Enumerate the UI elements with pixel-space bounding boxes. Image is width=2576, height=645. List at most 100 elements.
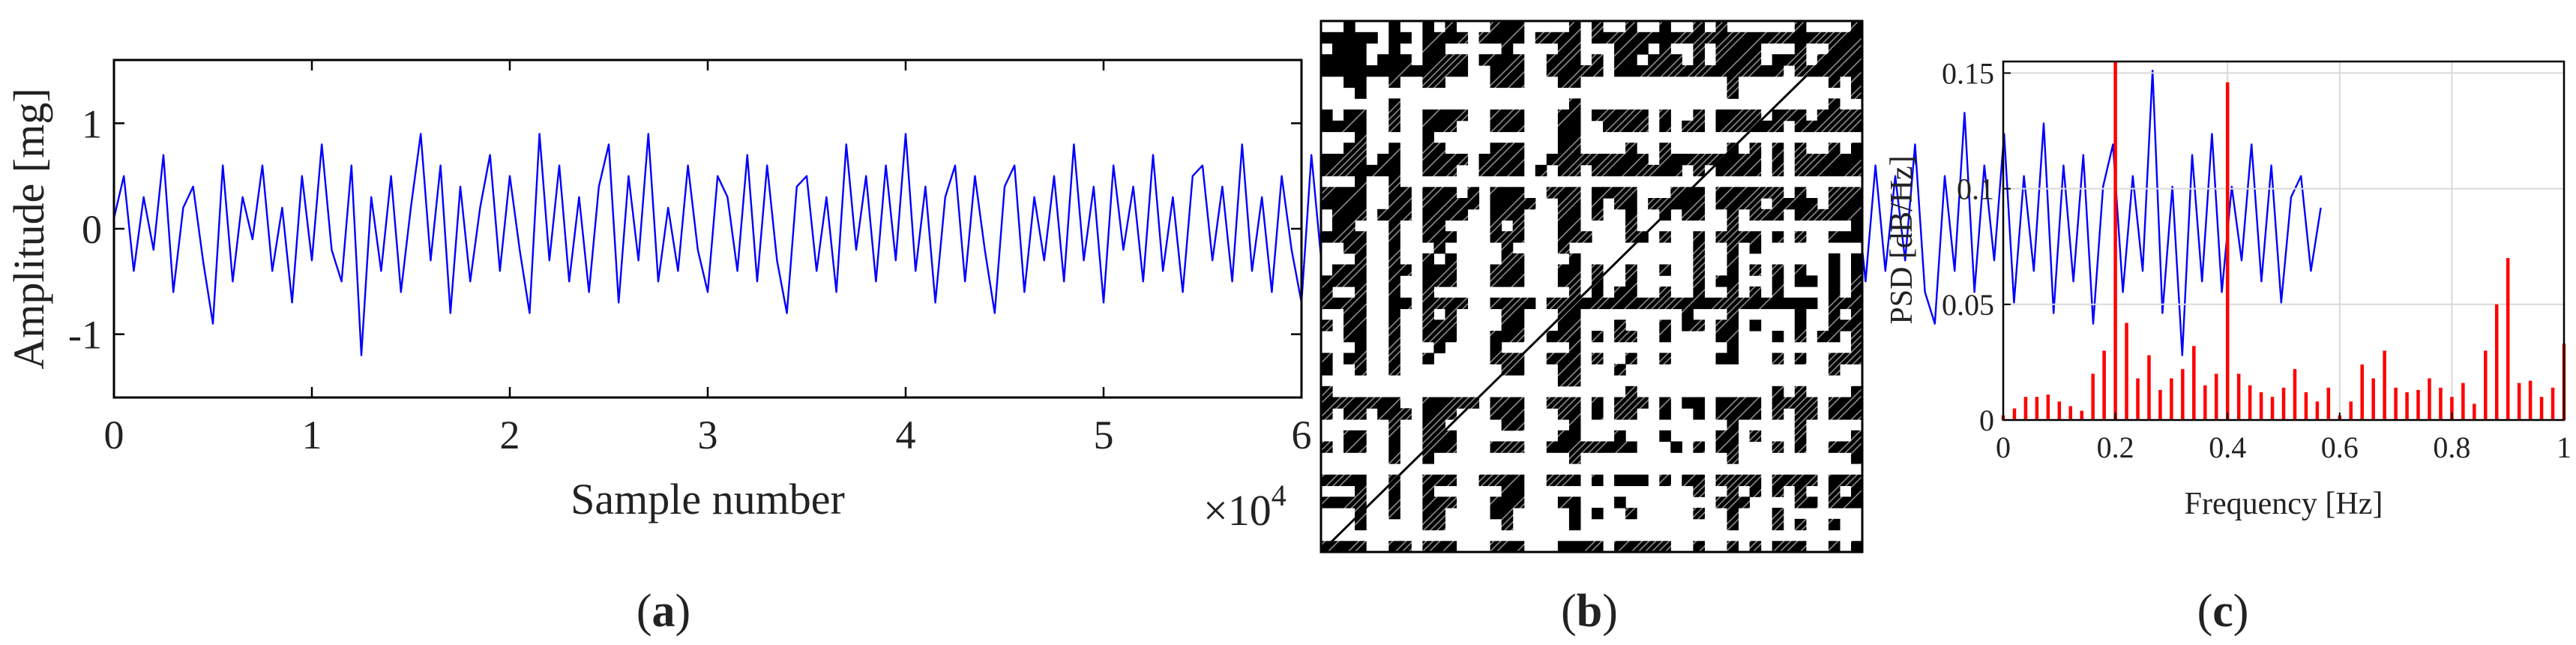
recurrence-diagonal: [1516, 205, 1862, 552]
recurrence-cell: [1625, 164, 1637, 177]
recurrence-cell: [1433, 264, 1445, 276]
recurrence-cell: [1343, 120, 1355, 133]
recurrence-cell: [1355, 110, 1367, 122]
panel-c-x-label: Frequency [Hz]: [2185, 487, 2383, 521]
recurrence-cell: [1614, 110, 1626, 122]
recurrence-cell: [1456, 65, 1469, 77]
recurrence-cell: [1625, 208, 1637, 221]
recurrence-cell: [1388, 430, 1400, 442]
recurrence-cell: [1659, 43, 1671, 55]
caption-open: (: [2197, 586, 2213, 637]
recurrence-cell: [1445, 110, 1457, 122]
recurrence-cell: [1851, 430, 1862, 442]
recurrence-cell: [1445, 54, 1457, 66]
recurrence-cell: [1501, 541, 1514, 552]
recurrence-cell: [1828, 518, 1841, 531]
recurrence-diagonal: [1421, 110, 1862, 552]
recurrence-cell: [1445, 164, 1457, 177]
recurrence-cell: [1343, 331, 1355, 343]
recurrence-cell: [1794, 43, 1807, 55]
recurrence-diagonal: [1705, 394, 1862, 552]
recurrence-cell: [1433, 187, 1445, 199]
recurrence-cell: [1523, 297, 1536, 310]
recurrence-cell: [1568, 187, 1581, 199]
recurrence-cell: [1783, 297, 1796, 310]
recurrence-cell: [1715, 441, 1728, 453]
panel-a-x-ticks: 0 1 2 3 4 5 6: [104, 60, 1312, 458]
recurrence-cell: [1467, 187, 1480, 199]
recurrence-cell: [1592, 21, 1604, 33]
recurrence-cell: [1501, 32, 1514, 44]
recurrence-diagonal: [1321, 21, 1502, 202]
recurrence-cell: [1648, 54, 1660, 66]
recurrence-cell: [1772, 164, 1784, 177]
recurrence-cell: [1501, 419, 1514, 431]
recurrence-cell: [1433, 397, 1445, 409]
recurrence-cell: [1817, 154, 1829, 166]
recurrence-cell: [1343, 408, 1355, 420]
recurrence-cell: [1614, 496, 1626, 508]
recurrence-cell: [1568, 341, 1581, 354]
recurrence-diagonal: [1321, 21, 1805, 506]
recurrence-cell: [1388, 21, 1400, 33]
recurrence-cell: [1512, 397, 1525, 409]
panel-a-x-label: Sample number: [571, 475, 845, 524]
recurrence-cell: [1445, 264, 1457, 276]
recurrence-cell: [1682, 154, 1694, 166]
recurrence-cell: [1637, 32, 1649, 44]
recurrence-cell: [1715, 21, 1728, 33]
recurrence-diagonal: [1725, 414, 1862, 552]
recurrence-cell: [1727, 419, 1739, 431]
recurrence-cell: [1738, 43, 1751, 55]
recurrence-cell: [1839, 187, 1852, 199]
recurrence-cell: [1749, 541, 1762, 552]
recurrence-cell: [1727, 264, 1739, 276]
recurrence-cell: [1614, 164, 1626, 177]
recurrence-cell: [1422, 275, 1434, 287]
recurrence-cell: [1490, 76, 1502, 88]
recurrence-cell: [1388, 320, 1400, 332]
recurrence-cell: [1637, 110, 1649, 122]
recurrence-diagonal: [1354, 43, 1862, 552]
recurrence-diagonal: [1321, 21, 1664, 364]
recurrence-cell: [1400, 297, 1412, 310]
recurrence-cell: [1772, 231, 1784, 243]
recurrence-cell: [1828, 198, 1841, 210]
recurrence-cell: [1512, 364, 1525, 376]
recurrence-cell: [1490, 331, 1502, 343]
recurrence-diagonal: [2090, 21, 2576, 552]
recurrence-diagonal: [1583, 272, 1862, 552]
recurrence-cell: [1738, 297, 1751, 310]
recurrence-cell: [1490, 208, 1502, 221]
recurrence-cell: [1388, 231, 1400, 243]
recurrence-plot-frame: [1319, 20, 1864, 554]
recurrence-cell: [1682, 308, 1694, 320]
recurrence-cell: [1839, 496, 1852, 508]
recurrence-cell: [1377, 208, 1389, 221]
recurrence-cell: [1388, 397, 1400, 409]
recurrence-cell: [1828, 320, 1841, 332]
recurrence-cell: [1557, 65, 1570, 77]
recurrence-diagonal: [1948, 21, 2479, 552]
recurrence-cell: [1828, 496, 1841, 508]
recurrence-cell: [1727, 430, 1739, 442]
recurrence-cell: [1851, 231, 1862, 243]
recurrence-cell: [1738, 32, 1751, 44]
recurrence-cell: [1557, 131, 1570, 143]
recurrence-cell: [1388, 54, 1400, 66]
recurrence-cell: [1355, 286, 1367, 298]
recurrence-cell: [1614, 65, 1626, 77]
recurrence-cell: [1851, 110, 1862, 122]
recurrence-cell: [1749, 474, 1762, 487]
recurrence-diagonal: [1685, 374, 1862, 552]
recurrence-cell: [1490, 441, 1502, 453]
recurrence-cell: [1433, 32, 1445, 44]
recurrence-cell: [1400, 208, 1412, 221]
recurrence-cell: [1512, 32, 1525, 44]
recurrence-cell: [1355, 518, 1367, 531]
recurrence-cell: [1321, 364, 1333, 376]
recurrence-cell: [1422, 297, 1434, 310]
recurrence-cell: [1682, 320, 1694, 332]
recurrence-cell: [1659, 352, 1671, 364]
recurrence-cell: [1603, 154, 1615, 166]
